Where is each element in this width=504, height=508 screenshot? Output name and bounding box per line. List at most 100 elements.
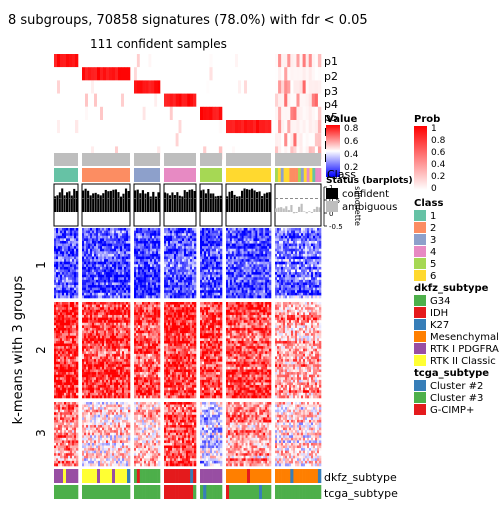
heatmap-cell [98, 254, 100, 257]
heatmap-cell [60, 359, 62, 362]
heatmap-cell [64, 349, 66, 352]
heatmap-cell [154, 231, 156, 234]
heatmap-cell [122, 417, 124, 420]
heatmap-cell [66, 356, 68, 359]
heatmap-cell [96, 362, 98, 365]
heatmap-cell [94, 425, 96, 428]
heatmap-cell [68, 249, 70, 252]
heatmap-cell [72, 451, 74, 454]
prob-cell [100, 54, 103, 67]
heatmap-cell [70, 349, 72, 352]
heatmap-cell [104, 269, 106, 272]
heatmap-cell [98, 463, 100, 466]
heatmap-cell [122, 333, 124, 336]
heatmap-cell [100, 425, 102, 428]
heatmap-cell [148, 390, 150, 393]
heatmap-cell [134, 359, 136, 362]
heatmap-cell [114, 415, 116, 418]
heatmap-cell [150, 312, 152, 315]
heatmap-cell [138, 336, 140, 339]
prob-cell [151, 80, 154, 93]
heatmap-cell [60, 446, 62, 449]
heatmap-cell [134, 290, 136, 293]
heatmap-cell [112, 372, 114, 375]
heatmap-cell [66, 425, 68, 428]
heatmap-cell [92, 295, 94, 298]
heatmap-cell [58, 393, 60, 396]
prob-cell [256, 94, 259, 107]
prob-cell [247, 133, 250, 146]
heatmap-cell [100, 228, 102, 231]
prob-cell [232, 94, 235, 107]
heatmap-cell [88, 349, 90, 352]
prob-cell [179, 120, 182, 133]
silhouette-bar [231, 191, 233, 212]
heatmap-cell [140, 246, 142, 249]
heatmap-cell [86, 364, 88, 367]
heatmap-cell [138, 277, 140, 280]
heatmap-cell [120, 262, 122, 265]
prob-cell [179, 94, 182, 107]
heatmap-cell [118, 420, 120, 423]
prob-cell [69, 107, 72, 120]
heatmap-cell [84, 377, 86, 380]
heatmap-cell [146, 307, 148, 310]
heatmap-cell [114, 451, 116, 454]
heatmap-cell [92, 254, 94, 257]
heatmap-cell [66, 446, 68, 449]
prob-cell [134, 80, 137, 93]
prob-cell [296, 54, 299, 67]
heatmap-cell [116, 269, 118, 272]
heatmap-cell [66, 312, 68, 315]
silhouette-bar [117, 192, 119, 212]
heatmap-cell [76, 290, 78, 293]
heatmap-cell [66, 395, 68, 398]
heatmap-cell [112, 448, 114, 451]
prob-cell [303, 67, 306, 80]
prob-cell [247, 120, 250, 133]
heatmap-cell [66, 285, 68, 288]
heatmap-cell [74, 451, 76, 454]
heatmap-cell [106, 435, 108, 438]
heatmap-cell [122, 422, 124, 425]
heatmap-cell [54, 443, 56, 446]
heatmap-cell [94, 315, 96, 318]
heatmap-cell [106, 422, 108, 425]
heatmap-cell [134, 259, 136, 262]
heatmap-cell [104, 290, 106, 293]
prob-cell [112, 120, 115, 133]
heatmap-cell [56, 325, 58, 328]
heatmap-cell [90, 290, 92, 293]
heatmap-cell [118, 446, 120, 449]
heatmap-cell [86, 233, 88, 236]
heatmap-cell [92, 280, 94, 283]
heatmap-cell [94, 320, 96, 323]
heatmap-cell [158, 280, 160, 283]
heatmap-cell [88, 251, 90, 254]
heatmap-cell [150, 344, 152, 347]
heatmap-cell [136, 412, 138, 415]
prob-cell [66, 54, 69, 67]
heatmap-cell [64, 415, 66, 418]
heatmap-cell [66, 236, 68, 239]
heatmap-cell [98, 338, 100, 341]
prob-cell [209, 94, 212, 107]
heatmap-cell [62, 344, 64, 347]
heatmap-cell [128, 295, 130, 298]
heatmap-cell [86, 407, 88, 410]
heatmap-cell [60, 425, 62, 428]
heatmap-cell [114, 420, 116, 423]
heatmap-cell [120, 375, 122, 378]
heatmap-cell [124, 233, 126, 236]
prob-cell [173, 120, 176, 133]
heatmap-cell [88, 295, 90, 298]
heatmap-cell [122, 249, 124, 252]
heatmap-cell [60, 351, 62, 354]
prob-cell [318, 67, 321, 80]
heatmap-cell [146, 390, 148, 393]
heatmap-cell [54, 244, 56, 247]
heatmap-cell [110, 382, 112, 385]
heatmap-cell [118, 288, 120, 291]
heatmap-cell [54, 453, 56, 456]
heatmap-cell [70, 231, 72, 234]
